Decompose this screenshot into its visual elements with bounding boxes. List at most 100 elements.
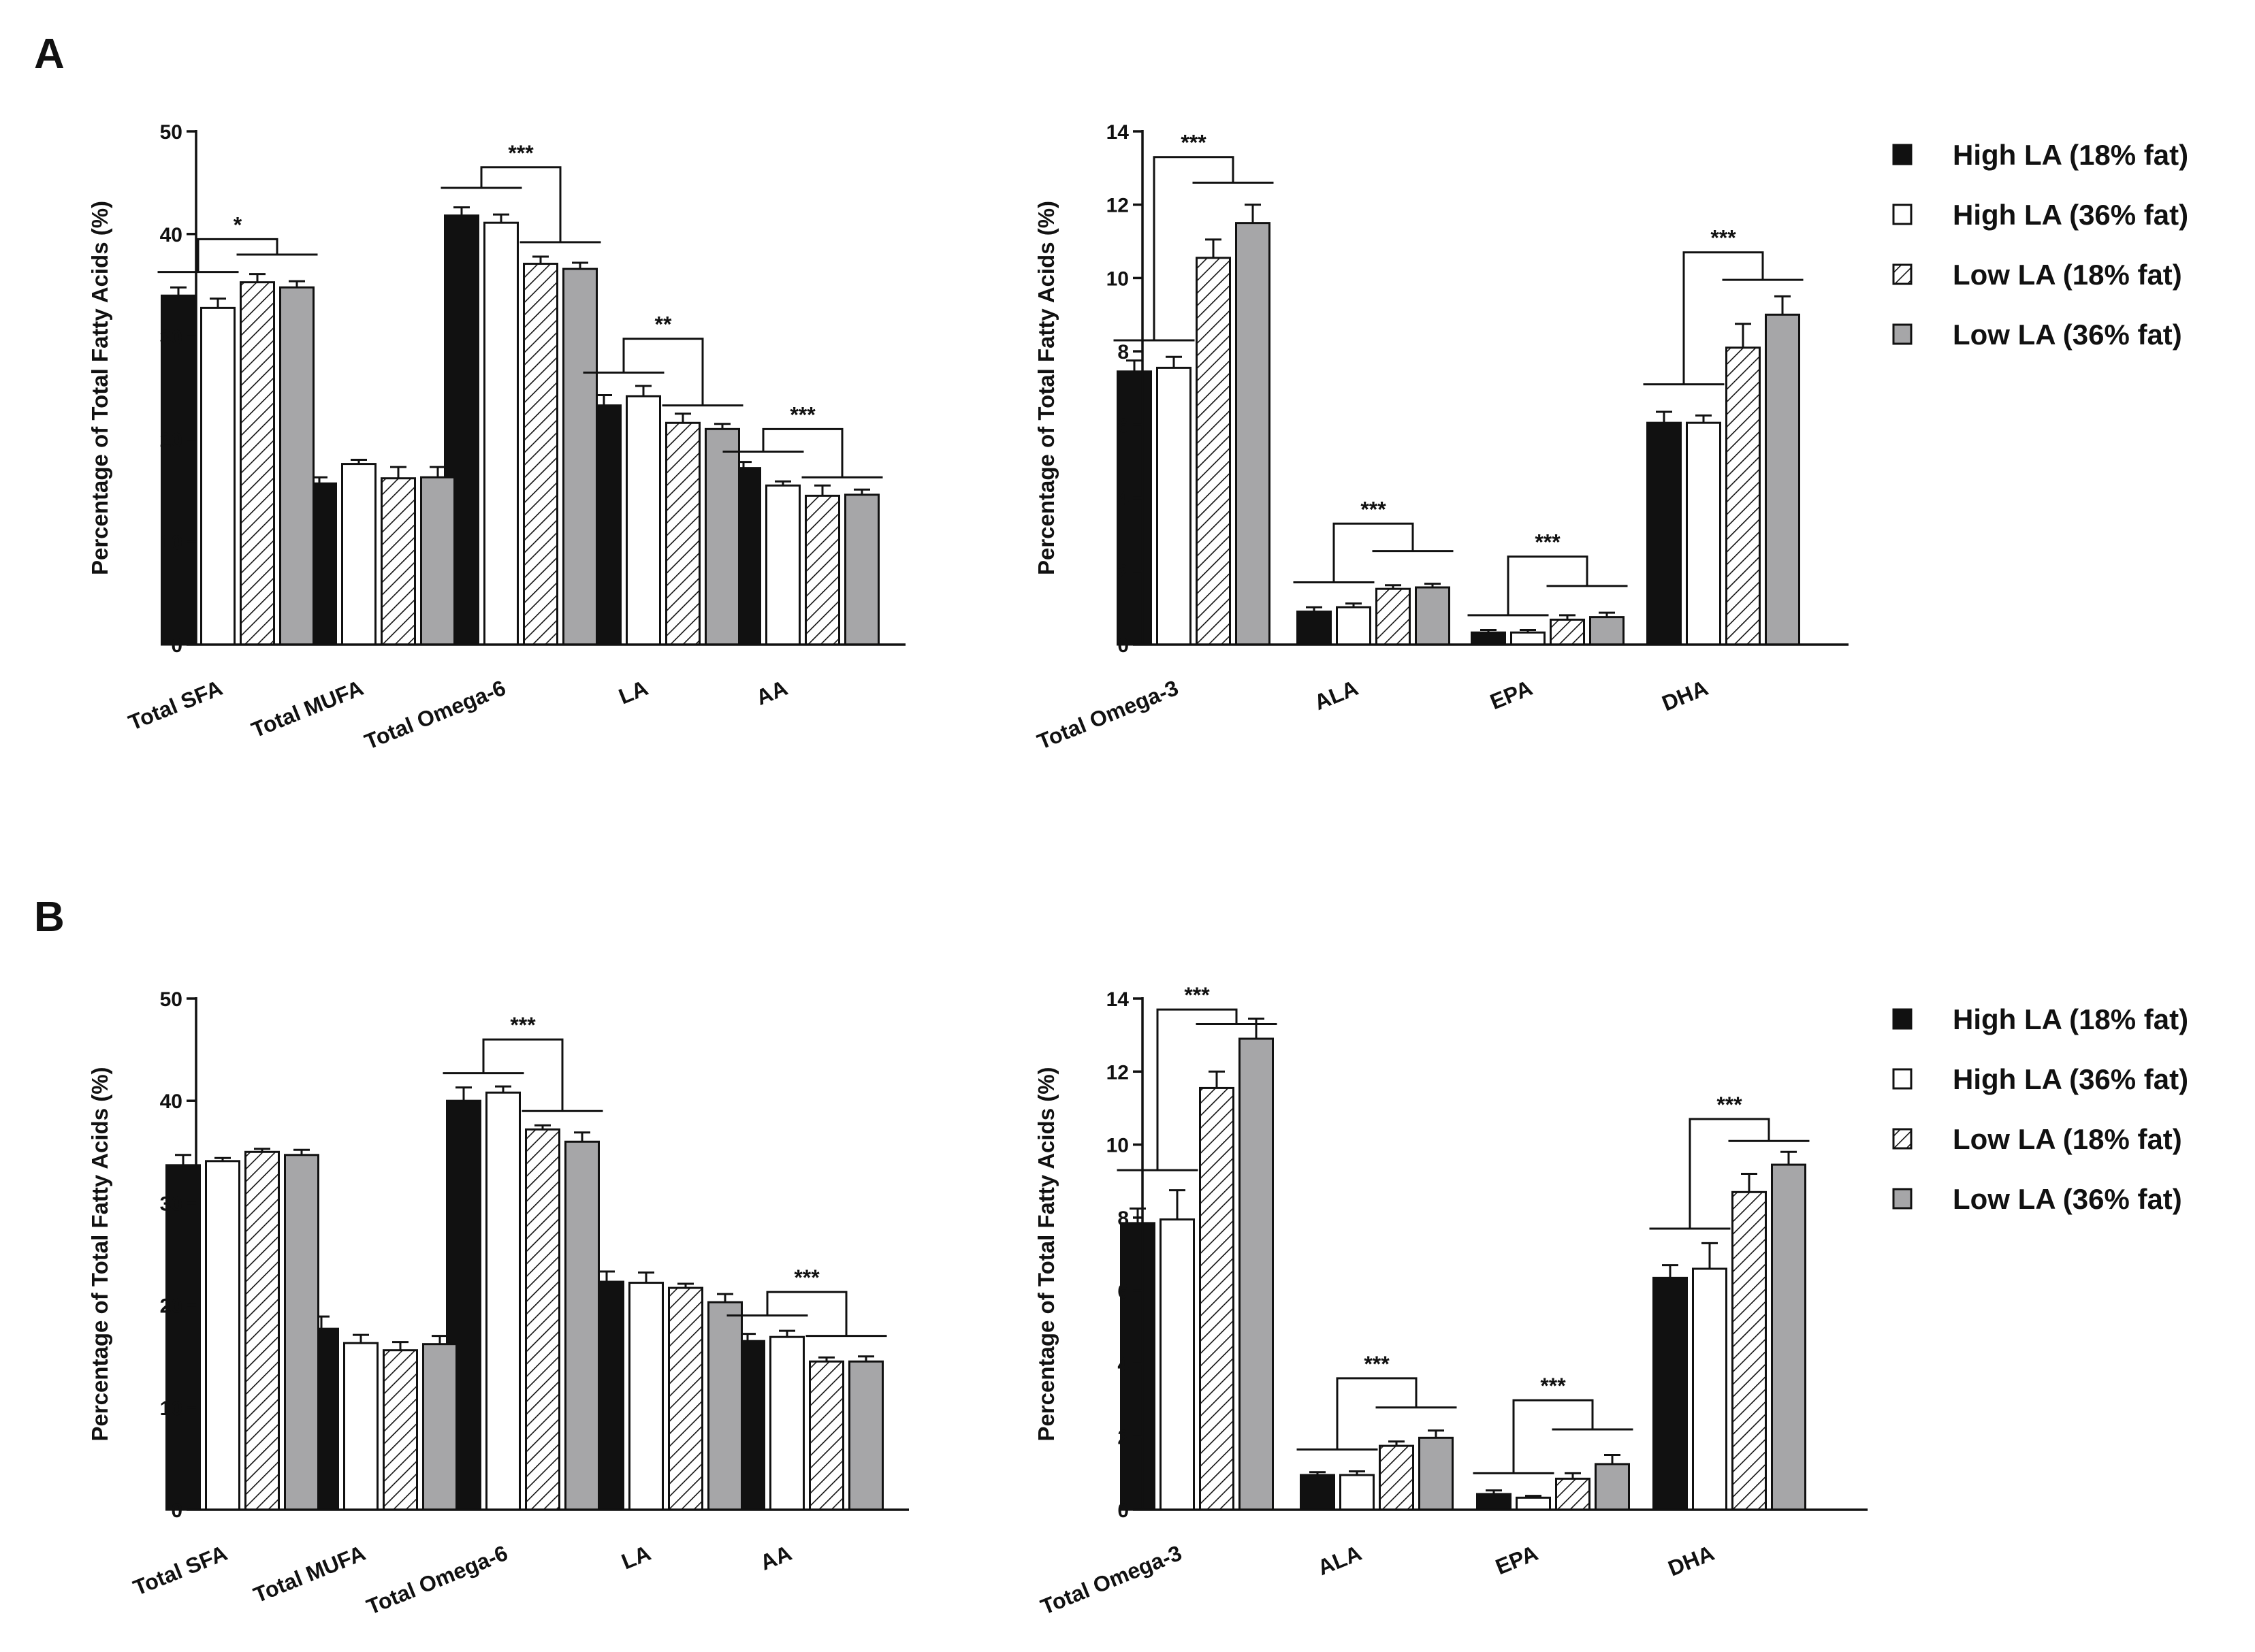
bar-a-left-total-sfa-s3: [240, 281, 275, 646]
bar-a-right-ala-s2: [1336, 606, 1371, 646]
legend-label-low-la-18-fat-2: Low LA (18% fat): [1953, 1123, 2182, 1155]
bar-b-right-ala-s3: [1379, 1444, 1414, 1511]
chart-a-right: 0 2 4 6 8 10 12 14 Total Omega-3 ALA EPA DHA Percent…: [1034, 121, 1849, 754]
significance-bracket-b-right-dha: ***: [1649, 1092, 1810, 1230]
significance-bracket-a-right-epa: ***: [1467, 530, 1628, 617]
x-tick-label-b-right-ala: ALA: [1314, 1540, 1364, 1580]
legend-swatch-low-la-36-fat-2: [1892, 1188, 1913, 1210]
error-bar-b-right-ala-s1: [1309, 1471, 1326, 1476]
error-bar-b-left-total-mufa-s3: [392, 1341, 409, 1350]
error-bar-b-left-total-sfa-s1: [175, 1154, 191, 1165]
legend-swatch-low-la-36-fat-1: [1892, 323, 1913, 345]
significance-bracket-b-right-epa: ***: [1473, 1374, 1633, 1474]
y-tick-label-a-right-10: 10: [1106, 268, 1129, 290]
x-tick-label-b-left-total-mufa: Total MUFA: [250, 1540, 368, 1607]
bar-a-right-epa-s3: [1550, 618, 1585, 646]
bar-a-left-total-sfa-s4: [279, 286, 315, 646]
error-bar-a-right-total-omega-3-s1: [1126, 359, 1142, 372]
y-tick-label-b-left-0: 0: [171, 1500, 182, 1522]
error-bar-b-right-ala-s2: [1349, 1470, 1365, 1476]
bar-a-left-aa-s2: [765, 484, 801, 646]
bar-b-left-total-omega-6-s2: [485, 1091, 521, 1511]
error-bar-a-right-ala-s4: [1424, 583, 1441, 587]
x-tick-label-b-right-dha: DHA: [1665, 1540, 1718, 1581]
y-tick-label-b-right-10: 10: [1106, 1135, 1129, 1157]
error-bar-b-right-ala-s4: [1428, 1429, 1444, 1438]
bar-a-left-total-omega-6-s4: [562, 268, 598, 646]
error-bar-b-left-total-mufa-s4: [432, 1335, 448, 1344]
y-axis-label-b-right: Percentage of Total Fatty Acids (%): [1034, 1067, 1059, 1441]
significance-bracket-a-right-total-omega-3: ***: [1113, 131, 1274, 342]
bar-a-left-total-omega-6-s3: [523, 263, 558, 646]
error-bar-a-left-total-mufa-s4: [430, 466, 446, 478]
bar-a-right-ala-s1: [1296, 611, 1332, 646]
bar-a-right-total-omega-3-s2: [1156, 366, 1192, 646]
y-tick-label-b-left-10: 10: [160, 1397, 182, 1420]
legend-swatch-high-la-36-fat-1: [1892, 204, 1913, 225]
bar-a-right-dha-s3: [1725, 346, 1761, 646]
x-tick-label-a-left-aa: AA: [752, 675, 790, 710]
error-bar-a-left-la-s3: [675, 412, 691, 423]
bar-b-right-epa-s2: [1516, 1496, 1551, 1511]
bar-a-left-aa-s3: [805, 494, 840, 646]
x-tick-label-a-left-la: LA: [615, 675, 652, 709]
y-tick-label-a-left-0: 0: [171, 634, 182, 657]
x-tick-label-b-left-la: LA: [618, 1540, 654, 1574]
legend-panel-a: High LA (18% fat) High LA (36% fat) Low LA…: [1892, 139, 2188, 351]
significance-bracket-b-left-aa: ***: [726, 1265, 887, 1338]
y-tick-label-a-left-20: 20: [160, 429, 182, 451]
bar-b-right-total-omega-3-s3: [1199, 1086, 1234, 1511]
error-bar-a-left-la-s2: [635, 385, 652, 397]
error-bar-a-right-epa-s1: [1480, 628, 1497, 633]
bar-b-left-total-sfa-s1: [165, 1164, 201, 1511]
error-bar-a-left-la-s1: [596, 394, 612, 406]
significance-bracket-a-left-total-omega-6: ***: [441, 141, 601, 244]
error-bar-b-left-la-s3: [677, 1282, 694, 1289]
y-tick-label-b-right-8: 8: [1117, 1208, 1129, 1230]
x-tick-label-a-left-total-omega-6: Total Omega-6: [361, 675, 509, 754]
error-bar-a-right-dha-s1: [1656, 410, 1672, 423]
error-bar-b-left-la-s1: [598, 1270, 615, 1282]
bar-a-right-total-omega-3-s3: [1196, 257, 1231, 646]
bar-b-left-total-sfa-s2: [205, 1160, 240, 1511]
error-bar-a-left-aa-s3: [814, 484, 831, 496]
error-bar-b-right-epa-s4: [1604, 1454, 1620, 1464]
error-bar-b-right-ala-s3: [1388, 1440, 1405, 1446]
bar-a-left-la-s3: [665, 421, 701, 646]
error-bar-b-right-dha-s4: [1780, 1150, 1797, 1165]
bar-b-left-la-s4: [707, 1301, 743, 1511]
error-bar-b-right-total-omega-3-s3: [1209, 1070, 1225, 1088]
bar-a-right-epa-s4: [1589, 616, 1625, 646]
error-bar-b-right-epa-s3: [1565, 1472, 1581, 1479]
bar-b-left-aa-s3: [809, 1360, 844, 1511]
error-bar-b-left-total-sfa-s2: [214, 1156, 231, 1161]
significance-label-a-left-total-omega-6: ***: [508, 141, 534, 165]
significance-label-b-right-total-omega-3: ***: [1184, 983, 1210, 1007]
significance-bracket-b-left-total-omega-6: ***: [443, 1013, 603, 1112]
bar-b-left-total-mufa-s4: [422, 1343, 458, 1511]
y-tick-label-b-left-40: 40: [160, 1090, 182, 1113]
legend-label-high-la-36-fat-2: High LA (36% fat): [1953, 1063, 2188, 1095]
legend-label-high-la-36-fat-1: High LA (36% fat): [1953, 199, 2188, 231]
error-bar-b-left-total-mufa-s2: [353, 1333, 369, 1344]
x-tick-label-b-left-total-omega-6: Total Omega-6: [363, 1540, 511, 1619]
bar-a-left-aa-s4: [844, 493, 880, 646]
error-bar-a-right-ala-s1: [1306, 606, 1322, 612]
error-bar-a-left-total-omega-6-s2: [493, 213, 509, 223]
significance-label-b-left-total-omega-6: ***: [510, 1013, 536, 1037]
y-tick-label-b-left-50: 50: [160, 988, 182, 1011]
legend-label-low-la-36-fat-1: Low LA (36% fat): [1953, 319, 2182, 351]
x-tick-label-b-right-epa: EPA: [1492, 1540, 1541, 1579]
bar-a-left-total-mufa-s4: [420, 476, 455, 646]
legend-swatch-high-la-18-fat-2: [1892, 1008, 1913, 1030]
error-bar-a-left-aa-s2: [775, 480, 791, 486]
y-tick-label-b-right-2: 2: [1117, 1427, 1129, 1449]
x-tick-label-a-left-total-sfa: Total SFA: [125, 675, 226, 735]
significance-bracket-a-left-total-sfa: *: [157, 212, 318, 274]
y-tick-label-a-left-30: 30: [160, 327, 182, 349]
y-axis-label-a-left: Percentage of Total Fatty Acids (%): [87, 201, 112, 575]
error-bar-b-left-total-omega-6-s2: [495, 1085, 511, 1093]
